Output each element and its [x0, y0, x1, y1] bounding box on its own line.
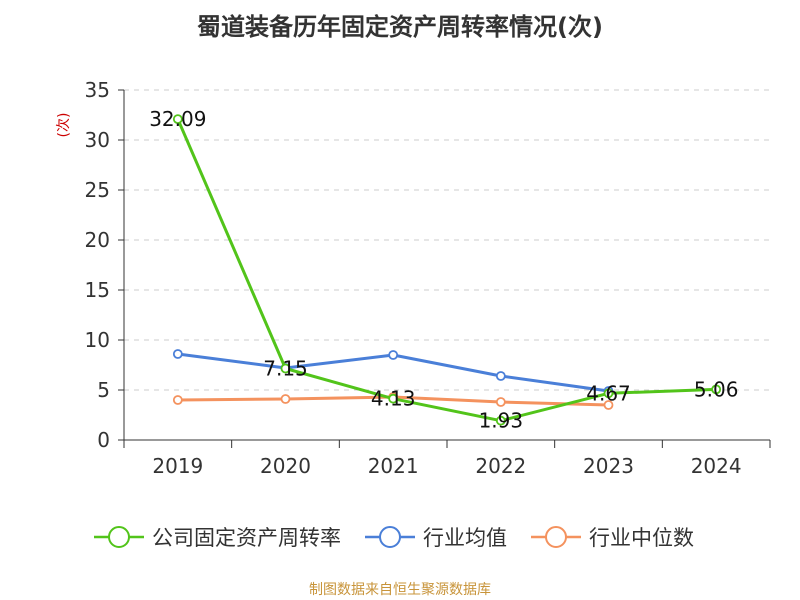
source-note: 制图数据来自恒生聚源数据库: [309, 582, 491, 598]
x-tick-label: 2020: [260, 454, 311, 478]
y-tick-label: 30: [85, 128, 110, 152]
y-tick-label: 10: [85, 328, 110, 352]
legend-item: 公司固定资产周转率: [94, 526, 341, 550]
y-tick-label: 35: [85, 78, 110, 102]
legend-label: 行业中位数: [589, 526, 694, 550]
data-point: [280, 394, 291, 404]
data-point: [172, 114, 183, 124]
y-tick-label: 0: [97, 428, 110, 452]
data-point: [495, 415, 506, 426]
legend-item: 行业均值: [365, 526, 507, 550]
data-point: [711, 384, 722, 395]
y-tick-label: 20: [85, 228, 110, 252]
data-label: 32.09: [149, 107, 206, 131]
data-label: 7.15: [263, 357, 308, 381]
axes: 0 5 10 15 20 25 30 35 2019 2020 2021 2022 2023 2024: [85, 78, 771, 478]
data-label: 5.06: [694, 377, 739, 401]
x-tick-label: 2024: [691, 454, 742, 478]
gridlines: [124, 89, 770, 391]
legend: 公司固定资产周转率 行业均值 行业中位数: [94, 526, 694, 550]
x-tick-label: 2021: [368, 454, 419, 478]
legend-item: 行业中位数: [531, 526, 694, 550]
data-point: [280, 363, 291, 374]
data-point: [388, 393, 399, 404]
data-point: [603, 400, 614, 410]
data-point: [603, 388, 614, 399]
series-line: [176, 118, 717, 423]
x-tick-label: 2023: [583, 454, 634, 478]
y-tick-label: 25: [85, 178, 110, 202]
data-point: [495, 397, 506, 407]
chart-title: 蜀道装备历年固定资产周转率情况(次): [197, 13, 603, 41]
x-tick-label: 2022: [475, 454, 526, 478]
legend-marker: [545, 526, 567, 548]
data-point: [495, 371, 506, 381]
x-tick-label: 2019: [152, 454, 203, 478]
legend-label: 行业均值: [423, 526, 507, 550]
data-label: 1.93: [479, 409, 524, 433]
y-tick-label: 15: [85, 278, 110, 302]
data-point: [388, 350, 399, 360]
y-tick-label: 5: [97, 378, 110, 402]
legend-marker: [108, 526, 130, 548]
series-lines: [172, 114, 722, 426]
legend-marker: [379, 526, 401, 548]
data-label: 4.67: [586, 381, 631, 405]
data-labels: 32.09 7.15 4.13 1.93 4.67 5.06: [149, 107, 738, 433]
y-axis-label: (次): [56, 113, 72, 138]
data-point: [172, 395, 183, 405]
data-label: 4.13: [371, 387, 416, 411]
data-point: [172, 349, 183, 359]
legend-label: 公司固定资产周转率: [152, 526, 341, 550]
